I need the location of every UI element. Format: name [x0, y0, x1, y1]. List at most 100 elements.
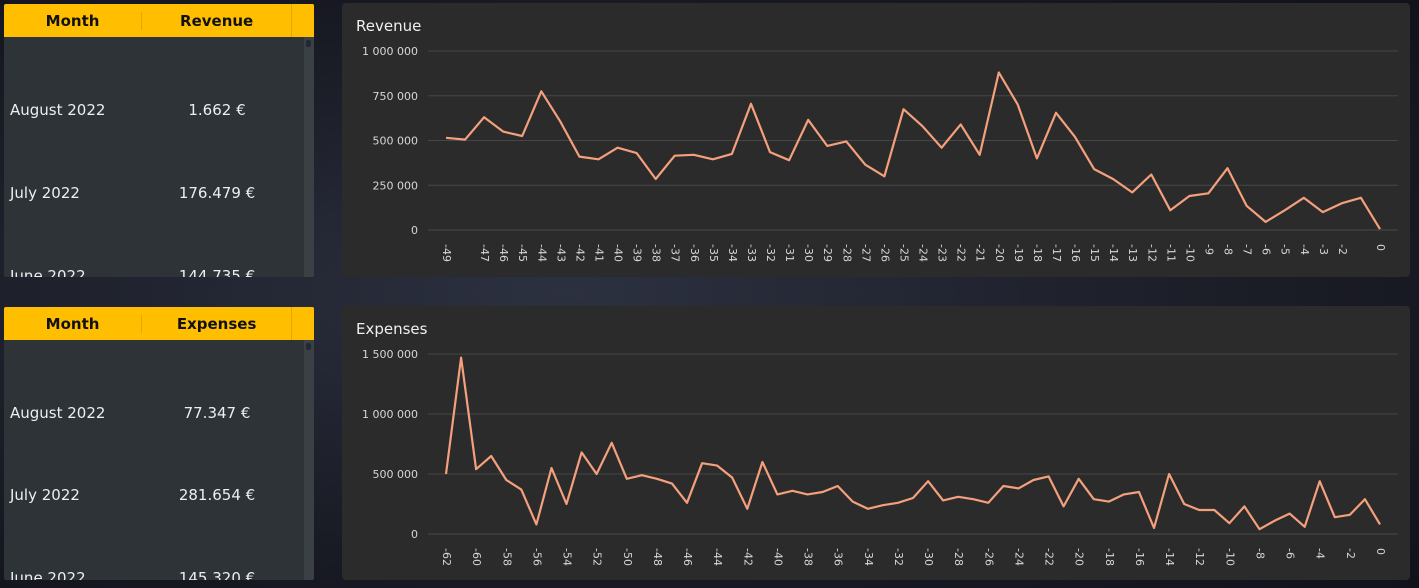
data-point[interactable] — [881, 173, 887, 179]
month-column-header[interactable]: Month — [4, 11, 143, 30]
data-point[interactable] — [1377, 521, 1383, 527]
data-point[interactable] — [615, 145, 621, 151]
data-point[interactable] — [710, 156, 716, 162]
data-point[interactable] — [1377, 226, 1383, 232]
series-line[interactable] — [444, 356, 1381, 531]
data-point[interactable] — [653, 176, 659, 182]
data-point[interactable] — [443, 471, 449, 477]
data-point[interactable] — [759, 459, 765, 465]
data-point[interactable] — [1186, 193, 1192, 199]
data-point[interactable] — [1211, 507, 1217, 513]
data-point[interactable] — [1362, 496, 1368, 502]
data-point[interactable] — [1320, 209, 1326, 215]
data-point[interactable] — [748, 101, 754, 107]
data-point[interactable] — [609, 440, 615, 446]
data-point[interactable] — [729, 475, 735, 481]
data-point[interactable] — [900, 106, 906, 112]
data-point[interactable] — [462, 137, 468, 143]
table-row[interactable]: June 2022 145.320 € — [4, 566, 304, 580]
data-point[interactable] — [786, 157, 792, 163]
data-point[interactable] — [1167, 207, 1173, 213]
data-point[interactable] — [458, 355, 464, 361]
data-point[interactable] — [500, 129, 506, 135]
data-point[interactable] — [1302, 524, 1308, 530]
data-point[interactable] — [865, 506, 871, 512]
data-point[interactable] — [820, 489, 826, 495]
data-point[interactable] — [595, 156, 601, 162]
data-point[interactable] — [1053, 110, 1059, 116]
data-point[interactable] — [669, 481, 675, 487]
data-point[interactable] — [548, 465, 554, 471]
expenses-column-header[interactable]: Expenses — [176, 314, 257, 333]
data-point[interactable] — [1244, 203, 1250, 209]
data-point[interactable] — [1287, 511, 1293, 517]
data-point[interactable] — [824, 143, 830, 149]
data-point[interactable] — [1241, 503, 1247, 509]
data-point[interactable] — [850, 499, 856, 505]
data-point[interactable] — [699, 460, 705, 466]
data-point[interactable] — [744, 506, 750, 512]
table-row[interactable]: July 2022 281.654 € — [4, 483, 304, 507]
data-point[interactable] — [1072, 134, 1078, 140]
revenue-column-header[interactable]: Revenue — [180, 11, 254, 30]
data-point[interactable] — [1317, 478, 1323, 484]
data-point[interactable] — [1148, 172, 1154, 178]
data-point[interactable] — [1205, 190, 1211, 196]
data-point[interactable] — [1332, 514, 1338, 520]
data-point[interactable] — [843, 138, 849, 144]
data-point[interactable] — [1000, 483, 1006, 489]
data-point[interactable] — [714, 463, 720, 469]
data-point[interactable] — [880, 502, 886, 508]
data-point[interactable] — [910, 495, 916, 501]
data-point[interactable] — [1282, 207, 1288, 213]
data-point[interactable] — [564, 501, 570, 507]
data-point[interactable] — [835, 483, 841, 489]
data-point[interactable] — [1061, 503, 1067, 509]
data-point[interactable] — [1339, 200, 1345, 206]
data-point[interactable] — [533, 521, 539, 527]
data-point[interactable] — [634, 150, 640, 156]
data-point[interactable] — [518, 487, 524, 493]
expenses-table-scrollbar[interactable] — [304, 340, 314, 580]
revenue-table-scrollbar[interactable] — [304, 37, 314, 277]
data-point[interactable] — [939, 145, 945, 151]
data-point[interactable] — [1225, 165, 1231, 171]
data-point[interactable] — [977, 152, 983, 158]
data-point[interactable] — [895, 500, 901, 506]
table-row[interactable]: August 2022 1.662 € — [4, 98, 304, 122]
data-point[interactable] — [1347, 512, 1353, 518]
series-line[interactable] — [445, 71, 1381, 230]
data-point[interactable] — [1136, 489, 1142, 495]
data-point[interactable] — [862, 162, 868, 168]
data-point[interactable] — [805, 491, 811, 497]
data-point[interactable] — [1129, 189, 1135, 195]
data-point[interactable] — [481, 114, 487, 120]
data-point[interactable] — [624, 476, 630, 482]
data-point[interactable] — [1091, 166, 1097, 172]
data-point[interactable] — [1166, 471, 1172, 477]
data-point[interactable] — [473, 466, 479, 472]
data-point[interactable] — [1151, 525, 1157, 531]
data-point[interactable] — [925, 478, 931, 484]
data-point[interactable] — [1272, 518, 1278, 524]
data-point[interactable] — [672, 153, 678, 159]
data-point[interactable] — [774, 491, 780, 497]
data-point[interactable] — [1034, 155, 1040, 161]
data-point[interactable] — [920, 123, 926, 129]
data-point[interactable] — [955, 494, 961, 500]
table-row[interactable]: August 2022 77.347 € — [4, 401, 304, 425]
data-point[interactable] — [1121, 491, 1127, 497]
data-point[interactable] — [488, 453, 494, 459]
scrollbar-thumb[interactable] — [306, 40, 311, 47]
data-point[interactable] — [1015, 102, 1021, 108]
data-point[interactable] — [789, 488, 795, 494]
data-point[interactable] — [940, 497, 946, 503]
data-point[interactable] — [970, 496, 976, 502]
data-point[interactable] — [691, 152, 697, 158]
data-point[interactable] — [654, 476, 660, 482]
data-point[interactable] — [1256, 526, 1262, 532]
data-point[interactable] — [557, 119, 563, 125]
data-point[interactable] — [538, 88, 544, 94]
data-point[interactable] — [1110, 176, 1116, 182]
data-point[interactable] — [1196, 507, 1202, 513]
